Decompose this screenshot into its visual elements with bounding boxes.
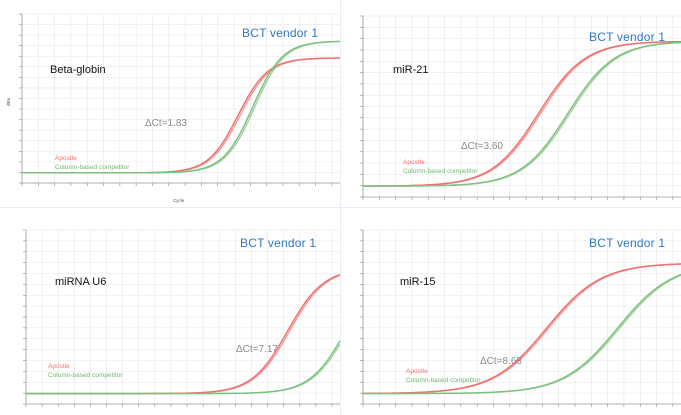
amplification-curve	[363, 273, 681, 395]
grid	[21, 13, 340, 184]
amplification-plot	[360, 229, 681, 407]
series-competitor	[26, 340, 340, 395]
delta-ct-label: ΔCt=7.17	[236, 344, 278, 355]
amplification-plot	[19, 13, 340, 186]
panel-mirna-u6: miRNA U6 BCT vendor 1 ΔCt=7.17 Apostle C…	[0, 208, 340, 415]
legend-apostle: Apostle	[48, 363, 70, 370]
amplification-curve	[363, 41, 681, 187]
legend-apostle: Apostle	[406, 368, 428, 375]
series-competitor	[363, 273, 681, 395]
legend-apostle: Apostle	[403, 159, 425, 166]
delta-ct-label: ΔCt=3.60	[461, 141, 503, 152]
series-competitor	[22, 40, 340, 174]
panel-mir-15: miR-15 BCT vendor 1 ΔCt=8.68 Apostle Col…	[341, 208, 681, 415]
delta-ct-label: ΔCt=1.83	[145, 118, 187, 129]
gene-label: miRNA U6	[55, 276, 107, 288]
vendor-label: BCT vendor 1	[240, 236, 317, 250]
gene-label: miR-15	[400, 276, 436, 288]
amplification-curve	[26, 343, 340, 395]
amplification-curve	[22, 40, 340, 174]
legend-apostle: Apostle	[55, 155, 77, 162]
amplification-curve	[362, 263, 681, 395]
amplification-curve	[26, 340, 340, 395]
gene-label: Beta-globin	[50, 64, 106, 76]
series-competitor	[363, 41, 681, 187]
grid	[362, 229, 681, 405]
legend-competitor: Column-based competitor	[55, 164, 130, 171]
y-axis-label: dRn	[6, 97, 11, 106]
panel-beta-globin: Beta-globin BCT vendor 1 ΔCt=1.83 Apostl…	[0, 0, 340, 207]
gene-label: miR-21	[393, 64, 429, 76]
grid	[25, 229, 340, 405]
vendor-label: BCT vendor 1	[589, 30, 666, 44]
amplification-curve	[363, 274, 681, 395]
delta-ct-label: ΔCt=8.68	[480, 356, 522, 367]
vendor-label: BCT vendor 1	[242, 26, 319, 40]
legend-competitor: Column-based competitor	[48, 372, 123, 379]
vendor-label: BCT vendor 1	[589, 236, 666, 250]
amplification-plot	[360, 15, 681, 200]
legend-competitor: Column-based competitor	[406, 377, 481, 384]
panel-mir-21: miR-21 BCT vendor 1 ΔCt=3.60 Apostle Col…	[341, 0, 681, 207]
x-axis-label: Cycle	[173, 198, 185, 203]
legend-competitor: Column-based competitor	[403, 168, 478, 175]
series-apostle	[362, 263, 681, 395]
amplification-plot	[23, 229, 340, 407]
